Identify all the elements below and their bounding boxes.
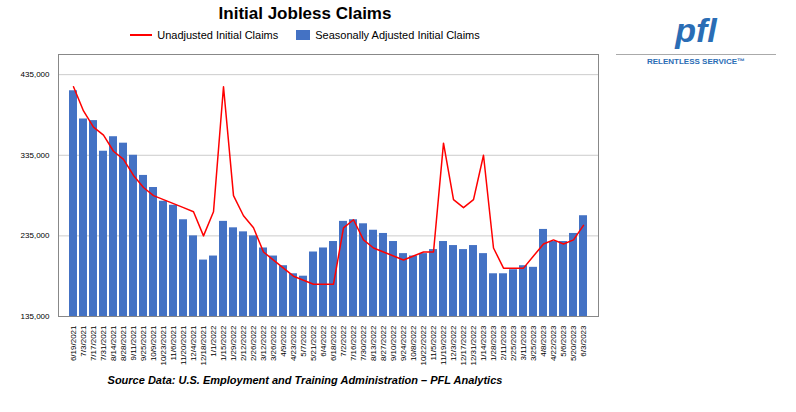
svg-text:7/3/2021: 7/3/2021 bbox=[79, 325, 88, 357]
svg-text:7/31/2021: 7/31/2021 bbox=[99, 325, 108, 361]
svg-text:10/22/2022: 10/22/2022 bbox=[419, 325, 428, 366]
svg-text:11/5/2022: 11/5/2022 bbox=[429, 325, 438, 361]
svg-text:5/21/2022: 5/21/2022 bbox=[309, 325, 318, 361]
svg-text:1/1/2022: 1/1/2022 bbox=[209, 325, 218, 357]
svg-text:2/11/2023: 2/11/2023 bbox=[499, 325, 508, 361]
svg-text:11/19/2022: 11/19/2022 bbox=[439, 325, 448, 365]
svg-text:1/28/2023: 1/28/2023 bbox=[489, 325, 498, 361]
svg-text:12/31/2022: 12/31/2022 bbox=[469, 325, 478, 366]
svg-text:2/12/2022: 2/12/2022 bbox=[239, 325, 248, 361]
svg-text:5/7/2022: 5/7/2022 bbox=[299, 325, 308, 357]
html-text:Initial Jobless Claims: Initial Jobless Claims bbox=[218, 4, 392, 23]
html-text:Source Data: U.S. Employment a: Source Data: U.S. Employment and Trainin… bbox=[107, 374, 503, 386]
svg-text:4/9/2022: 4/9/2022 bbox=[279, 325, 288, 357]
svg-text:7/30/2022: 7/30/2022 bbox=[359, 325, 368, 361]
html-text:RELENTLESS SERVICE™: RELENTLESS SERVICE™ bbox=[647, 57, 745, 66]
svg-text:7/2/2022: 7/2/2022 bbox=[339, 325, 348, 357]
svg-text:10/23/2021: 10/23/2021 bbox=[159, 325, 168, 366]
svg-text:10/9/2021: 10/9/2021 bbox=[149, 325, 158, 361]
svg-text:9/11/2021: 9/11/2021 bbox=[129, 325, 138, 361]
svg-text:4/8/2023: 4/8/2023 bbox=[539, 325, 548, 357]
svg-text:6/18/2022: 6/18/2022 bbox=[329, 325, 338, 361]
svg-text:1/15/2022: 1/15/2022 bbox=[219, 325, 228, 361]
svg-text:12/18/2021: 12/18/2021 bbox=[199, 325, 208, 366]
svg-text:12/4/2021: 12/4/2021 bbox=[189, 325, 198, 361]
svg-text:235,000: 235,000 bbox=[21, 231, 50, 240]
svg-text:6/19/2021: 6/19/2021 bbox=[69, 325, 78, 361]
html-text:Unadjusted Initial Claims: Unadjusted Initial Claims bbox=[157, 29, 279, 41]
svg-text:8/27/2022: 8/27/2022 bbox=[379, 325, 388, 361]
svg-text:8/28/2021: 8/28/2021 bbox=[119, 325, 128, 361]
svg-text:2/26/2022: 2/26/2022 bbox=[249, 325, 258, 361]
svg-text:9/10/2022: 9/10/2022 bbox=[389, 325, 398, 361]
svg-text:10/8/2022: 10/8/2022 bbox=[409, 325, 418, 361]
svg-text:5/20/2023: 5/20/2023 bbox=[569, 325, 578, 361]
svg-text:3/12/2022: 3/12/2022 bbox=[259, 325, 268, 361]
svg-text:4/23/2022: 4/23/2022 bbox=[289, 325, 298, 361]
svg-text:6/4/2022: 6/4/2022 bbox=[319, 325, 328, 357]
svg-text:135,000: 135,000 bbox=[21, 312, 50, 321]
svg-text:3/25/2023: 3/25/2023 bbox=[529, 325, 538, 361]
svg-text:6/3/2023: 6/3/2023 bbox=[579, 325, 588, 357]
svg-text:9/24/2022: 9/24/2022 bbox=[399, 325, 408, 361]
svg-text:12/17/2022: 12/17/2022 bbox=[459, 325, 468, 366]
svg-text:12/3/2022: 12/3/2022 bbox=[449, 325, 458, 361]
svg-text:9/25/2021: 9/25/2021 bbox=[139, 325, 148, 361]
svg-text:8/14/2021: 8/14/2021 bbox=[109, 325, 118, 361]
svg-text:7/16/2022: 7/16/2022 bbox=[349, 325, 358, 361]
html-text:Seasonally Adjusted Initial Cl: Seasonally Adjusted Initial Claims bbox=[315, 29, 480, 41]
svg-text:335,000: 335,000 bbox=[21, 151, 50, 160]
svg-text:7/17/2021: 7/17/2021 bbox=[89, 325, 98, 361]
svg-text:3/11/2023: 3/11/2023 bbox=[519, 325, 528, 361]
svg-text:5/6/2023: 5/6/2023 bbox=[559, 325, 568, 357]
html-text:pfl: pfl bbox=[675, 11, 717, 49]
svg-text:4/22/2023: 4/22/2023 bbox=[549, 325, 558, 361]
svg-text:3/26/2022: 3/26/2022 bbox=[269, 325, 278, 361]
svg-text:8/13/2022: 8/13/2022 bbox=[369, 325, 378, 361]
svg-text:2/25/2023: 2/25/2023 bbox=[509, 325, 518, 361]
svg-text:11/20/2021: 11/20/2021 bbox=[179, 325, 188, 365]
svg-text:1/14/2023: 1/14/2023 bbox=[479, 325, 488, 361]
svg-text:435,000: 435,000 bbox=[21, 70, 50, 79]
svg-text:11/6/2021: 11/6/2021 bbox=[169, 325, 178, 361]
svg-text:1/29/2022: 1/29/2022 bbox=[229, 325, 238, 361]
